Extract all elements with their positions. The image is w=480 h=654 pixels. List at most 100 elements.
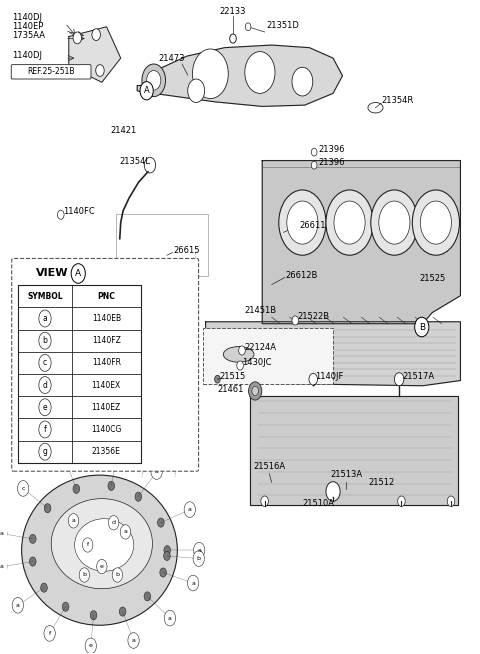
Polygon shape [137, 45, 342, 107]
Circle shape [447, 496, 455, 506]
Circle shape [230, 34, 236, 43]
Circle shape [0, 559, 7, 575]
Circle shape [73, 32, 82, 44]
Circle shape [192, 49, 228, 99]
Circle shape [164, 545, 170, 555]
Circle shape [261, 496, 268, 506]
Text: 21451B: 21451B [244, 305, 276, 315]
FancyBboxPatch shape [12, 258, 199, 472]
Text: SYMBOL: SYMBOL [27, 292, 63, 301]
Ellipse shape [368, 103, 383, 113]
Circle shape [415, 317, 429, 337]
Circle shape [140, 82, 153, 100]
Text: PNC: PNC [97, 292, 115, 301]
Text: a: a [0, 531, 3, 536]
Circle shape [144, 158, 156, 173]
Text: 21517A: 21517A [402, 371, 434, 381]
Circle shape [188, 576, 199, 591]
Text: 1735AA: 1735AA [12, 31, 45, 41]
Circle shape [151, 464, 162, 479]
Text: 1140CG: 1140CG [91, 425, 121, 434]
Text: 21522B: 21522B [298, 312, 330, 321]
Text: 1140DJ: 1140DJ [12, 13, 42, 22]
FancyBboxPatch shape [11, 65, 91, 79]
Text: 21461: 21461 [217, 385, 244, 394]
Text: a: a [16, 603, 20, 608]
Circle shape [85, 638, 96, 654]
Circle shape [168, 304, 182, 324]
Text: 1140FR: 1140FR [92, 358, 121, 368]
Circle shape [245, 52, 275, 94]
Circle shape [312, 148, 317, 156]
Text: 26611: 26611 [299, 221, 325, 230]
Circle shape [108, 515, 119, 530]
Circle shape [249, 382, 262, 400]
Circle shape [164, 551, 170, 560]
Circle shape [12, 598, 24, 613]
Text: A: A [75, 269, 81, 278]
Circle shape [68, 513, 79, 528]
Circle shape [252, 387, 259, 396]
Text: 1140FC: 1140FC [63, 207, 95, 216]
Circle shape [309, 373, 317, 385]
Text: A: A [144, 86, 150, 95]
Circle shape [120, 607, 126, 616]
Ellipse shape [74, 519, 134, 571]
Circle shape [245, 23, 251, 31]
Circle shape [83, 538, 93, 552]
Text: 21520: 21520 [169, 328, 195, 337]
Circle shape [292, 67, 313, 96]
Text: b: b [83, 572, 86, 577]
Circle shape [39, 310, 51, 327]
Circle shape [39, 354, 51, 371]
Text: 1140DJ: 1140DJ [12, 51, 42, 60]
Text: 1140EZ: 1140EZ [92, 403, 121, 412]
Circle shape [135, 492, 142, 501]
Text: a: a [72, 519, 75, 523]
Text: 21351D: 21351D [266, 21, 299, 30]
Text: 21356E: 21356E [92, 447, 121, 456]
Circle shape [397, 496, 405, 506]
Text: g: g [43, 447, 48, 456]
Bar [18, 285, 141, 463]
Text: f: f [44, 425, 47, 434]
Circle shape [292, 316, 299, 325]
Text: g: g [63, 457, 67, 462]
Circle shape [39, 421, 51, 438]
Text: 1140EP: 1140EP [12, 22, 44, 31]
Text: 22133: 22133 [220, 7, 246, 16]
Text: 21396: 21396 [318, 145, 345, 154]
Circle shape [39, 443, 51, 460]
Text: B: B [419, 322, 425, 332]
Circle shape [41, 583, 48, 593]
Circle shape [412, 190, 459, 255]
Circle shape [147, 71, 161, 90]
Circle shape [44, 626, 55, 641]
Text: 26615: 26615 [174, 246, 200, 254]
Circle shape [60, 452, 71, 468]
Text: B: B [172, 309, 178, 318]
Circle shape [193, 542, 205, 558]
Text: d: d [43, 381, 48, 390]
Text: 21525: 21525 [419, 274, 445, 283]
Circle shape [17, 481, 29, 496]
Text: a: a [123, 530, 127, 534]
Circle shape [287, 201, 318, 244]
Circle shape [73, 484, 80, 493]
Polygon shape [205, 322, 460, 386]
Text: f: f [48, 631, 51, 636]
Circle shape [0, 526, 7, 542]
Text: 1140EB: 1140EB [92, 314, 121, 323]
Text: e: e [89, 644, 93, 648]
Text: 21512: 21512 [368, 478, 394, 487]
Text: 26612B: 26612B [286, 271, 318, 280]
Text: a: a [43, 314, 48, 323]
Circle shape [39, 399, 51, 416]
Circle shape [334, 201, 365, 244]
Ellipse shape [223, 347, 254, 362]
Circle shape [111, 448, 122, 464]
Circle shape [160, 568, 167, 577]
Circle shape [96, 65, 104, 77]
Text: a: a [0, 564, 3, 570]
Text: a: a [188, 507, 192, 512]
